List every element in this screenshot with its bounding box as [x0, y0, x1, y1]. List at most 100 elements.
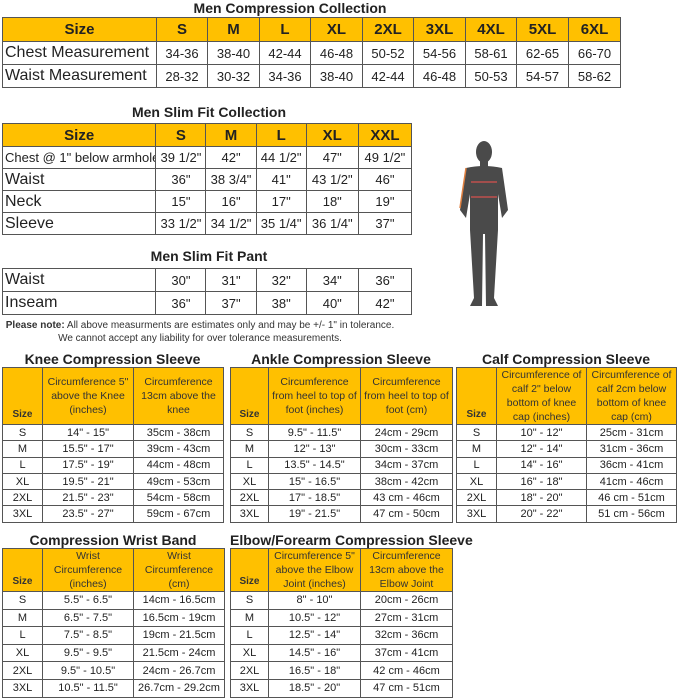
row-label: XL	[2, 643, 43, 663]
table-row: 2XL 16.5" - 18" 42 cm - 46cm	[230, 661, 453, 680]
knee-title: Knee Compression Sleeve	[24, 351, 201, 367]
table-row: 2XL 21.5" - 23" 54cm - 58cm	[2, 489, 224, 507]
pant-size-table: Waist 30" 31" 32" 34" 36" Inseam 36" 37" 38" 40" 42…	[1, 268, 413, 315]
table-cell: 9.5" - 10.5"	[42, 661, 134, 680]
table-cell: 10.5" - 12"	[268, 608, 361, 628]
row-label: Chest Measurement	[2, 41, 157, 65]
elbow-size-table: Size Circumference 5" above the Elbow Joi…	[230, 548, 453, 698]
header-row: Size Circumference of calf 2" below botto…	[456, 367, 677, 425]
header-cell: Size	[230, 548, 269, 592]
row-label: S	[230, 423, 269, 442]
table-cell: 6.5" - 7.5"	[42, 608, 134, 628]
row-label: L	[230, 626, 269, 645]
slim-fit-title: Men Slim Fit Collection	[131, 104, 286, 120]
header-row: Size S M L XL 2XL 3XL 4XL 5XL 6XL	[2, 17, 621, 42]
table-cell: 38"	[255, 291, 307, 315]
table-cell: 44 1/2"	[255, 146, 307, 169]
header-cell: Size	[230, 367, 269, 425]
header-cell: Wrist Circumference (inches)	[42, 548, 134, 592]
table-row: M 12" - 13" 30cm - 33cm	[230, 440, 453, 458]
table-row: XL 9.5" - 9.5" 21.5cm - 24cm	[2, 643, 225, 663]
table-cell: 20cm - 26cm	[360, 591, 453, 610]
table-cell: 47 cm - 50cm	[360, 505, 453, 523]
header-cell: Size	[2, 17, 157, 42]
row-label: 2XL	[230, 489, 269, 507]
table-cell: 12.5" - 14"	[268, 626, 361, 645]
header-cell: Size	[1, 123, 157, 147]
table-cell: 24cm - 26.7cm	[133, 661, 225, 680]
row-label: M	[456, 440, 497, 458]
table-cell: 9.5" - 11.5"	[268, 423, 361, 442]
body-measurement-figure-icon	[459, 141, 508, 306]
table-row: 2XL 18" - 20" 46 cm - 51cm	[456, 489, 677, 507]
table-row: M 12" - 14" 31cm - 36cm	[456, 440, 677, 458]
table-cell: 42"	[357, 291, 413, 315]
table-row: 3XL 19" - 21.5" 47 cm - 50cm	[230, 505, 453, 523]
row-label: 2XL	[2, 489, 43, 507]
row-label: XL	[230, 643, 269, 663]
header-cell: Circumference 13cm above the Elbow Joint	[360, 548, 453, 592]
table-cell: 46"	[357, 168, 413, 191]
table-cell: 43 1/2"	[305, 168, 359, 191]
table-cell: 17"	[255, 190, 307, 213]
header-cell: 2XL	[362, 17, 414, 42]
table-row: L 13.5" - 14.5" 34cm - 37cm	[230, 456, 453, 474]
row-label: 3XL	[230, 505, 269, 523]
table-cell: 38-40	[310, 64, 363, 88]
header-cell: S	[155, 123, 207, 147]
row-label: M	[2, 608, 43, 628]
pant-title: Men Slim Fit Pant	[150, 248, 268, 264]
table-cell: 44cm - 48cm	[133, 456, 224, 474]
table-cell: 15" - 16.5"	[268, 472, 361, 491]
elbow-title: Elbow/Forearm Compression Sleeve	[230, 532, 473, 548]
table-cell: 21.5" - 23"	[42, 489, 134, 507]
header-row: Size Circumference from heel to top of fo…	[230, 367, 453, 425]
table-cell: 31"	[205, 268, 257, 292]
row-label: Waist	[1, 268, 157, 292]
header-cell: Circumference 13cm above the knee	[133, 367, 224, 425]
table-row: 3XL 23.5" - 27" 59cm - 67cm	[2, 505, 224, 523]
table-cell: 54-56	[413, 41, 466, 65]
table-cell: 16"	[205, 190, 257, 213]
table-cell: 14.5" - 16"	[268, 643, 361, 663]
table-cell: 36"	[357, 268, 413, 292]
slim-fit-size-table: Size S M L XL XXL Chest @ 1" below armhole 39 1…	[1, 123, 413, 235]
table-row: XL 15" - 16.5" 38cm - 42cm	[230, 472, 453, 491]
table-row: Waist Measurement 28-32 30-32 34-36 38-40 42-…	[2, 64, 621, 88]
row-label: 3XL	[456, 505, 497, 523]
header-cell: XL	[305, 123, 359, 147]
table-cell: 34cm - 37cm	[360, 456, 453, 474]
table-cell: 16" - 18"	[496, 472, 587, 491]
row-label: Inseam	[1, 291, 157, 315]
header-row: Size Wrist Circumference (inches) Wrist Ci…	[2, 548, 225, 592]
compression-title: Men Compression Collection	[193, 0, 387, 16]
table-row: XL 16" - 18" 41cm - 46cm	[456, 472, 677, 491]
table-cell: 32cm - 36cm	[360, 626, 453, 645]
table-row: XL 14.5" - 16" 37cm - 41cm	[230, 643, 453, 663]
table-row: M 10.5" - 12" 27cm - 31cm	[230, 608, 453, 628]
calf-size-table: Size Circumference of calf 2" below botto…	[456, 367, 677, 523]
table-cell: 35 1/4"	[255, 212, 307, 235]
table-cell: 15"	[155, 190, 207, 213]
row-label: L	[2, 626, 43, 645]
table-cell: 34-36	[156, 41, 208, 65]
header-cell: 4XL	[465, 17, 517, 42]
knee-size-table: Size Circumference 5" above the Knee (inc…	[2, 367, 224, 523]
table-cell: 31cm - 36cm	[586, 440, 677, 458]
table-cell: 28-32	[156, 64, 208, 88]
table-cell: 33 1/2"	[155, 212, 207, 235]
table-cell: 36cm - 41cm	[586, 456, 677, 474]
header-cell: Circumference from heel to top of foot (…	[268, 367, 361, 425]
table-cell: 12" - 14"	[496, 440, 587, 458]
table-cell: 34-36	[259, 64, 311, 88]
table-row: L 12.5" - 14" 32cm - 36cm	[230, 626, 453, 645]
table-cell: 54cm - 58cm	[133, 489, 224, 507]
table-cell: 19.5" - 21"	[42, 472, 134, 491]
table-row: 2XL 17" - 18.5" 43 cm - 46cm	[230, 489, 453, 507]
table-cell: 39 1/2"	[155, 146, 207, 169]
table-cell: 58-61	[465, 41, 517, 65]
header-cell: Circumference 5" above the Elbow Joint (…	[268, 548, 361, 592]
table-row: S 9.5" - 11.5" 24cm - 29cm	[230, 423, 453, 442]
table-cell: 30"	[155, 268, 207, 292]
table-cell: 36 1/4"	[305, 212, 359, 235]
